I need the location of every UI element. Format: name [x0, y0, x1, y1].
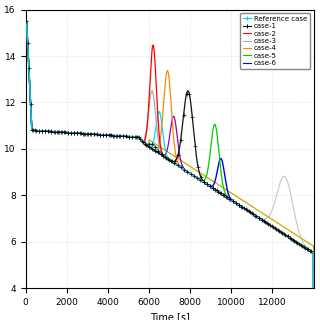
X-axis label: Time [s]: Time [s]: [150, 312, 189, 320]
Legend: Reference case, case-1, case-2, case-3, case-4, case-5, case-6: Reference case, case-1, case-2, case-3, …: [240, 13, 310, 69]
